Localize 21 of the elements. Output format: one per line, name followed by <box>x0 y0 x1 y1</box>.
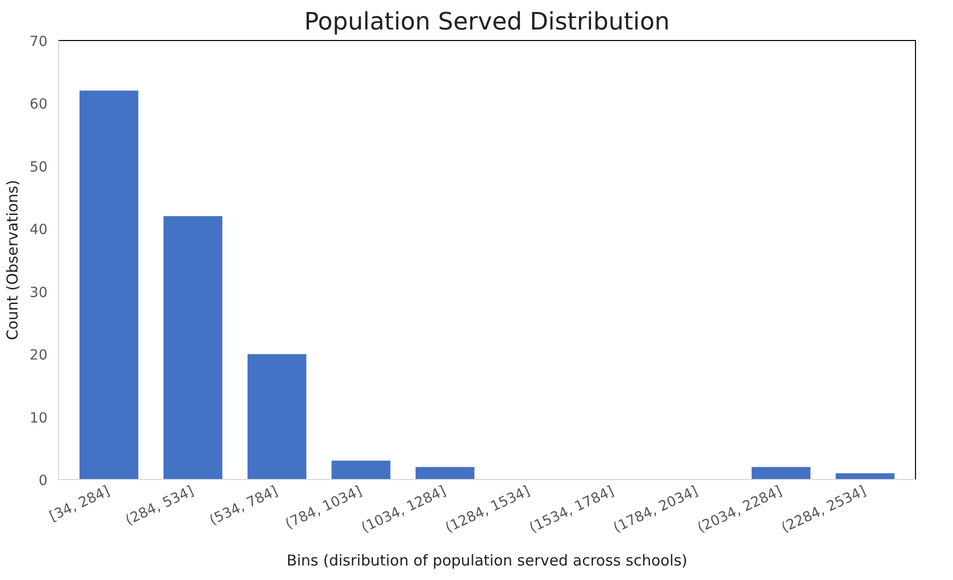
bar <box>164 216 222 480</box>
y-tick-label: 50 <box>30 159 48 176</box>
y-tick-label: 20 <box>30 348 48 364</box>
y-tick-label: 30 <box>30 284 48 301</box>
bar <box>332 460 390 480</box>
y-tick-label: 70 <box>30 34 48 50</box>
bar <box>248 354 306 480</box>
bar <box>836 473 894 480</box>
bar <box>80 90 138 480</box>
chart-title: Population Served Distribution <box>304 8 670 36</box>
x-tick-label: (284, 534] <box>123 483 196 529</box>
x-tick-label: [34, 284] <box>47 483 112 525</box>
x-axis-title: Bins (disribution of population served across schools) <box>286 551 688 570</box>
y-tick-label: 10 <box>30 410 48 426</box>
bar <box>416 466 474 480</box>
y-axis-title: Count (Observations) <box>4 180 22 340</box>
bar <box>752 466 810 480</box>
y-tick-label: 60 <box>30 96 48 113</box>
y-tick-label: 40 <box>30 222 48 238</box>
y-tick-label: 0 <box>38 473 48 489</box>
x-tick-label: (534, 784] <box>207 483 280 529</box>
